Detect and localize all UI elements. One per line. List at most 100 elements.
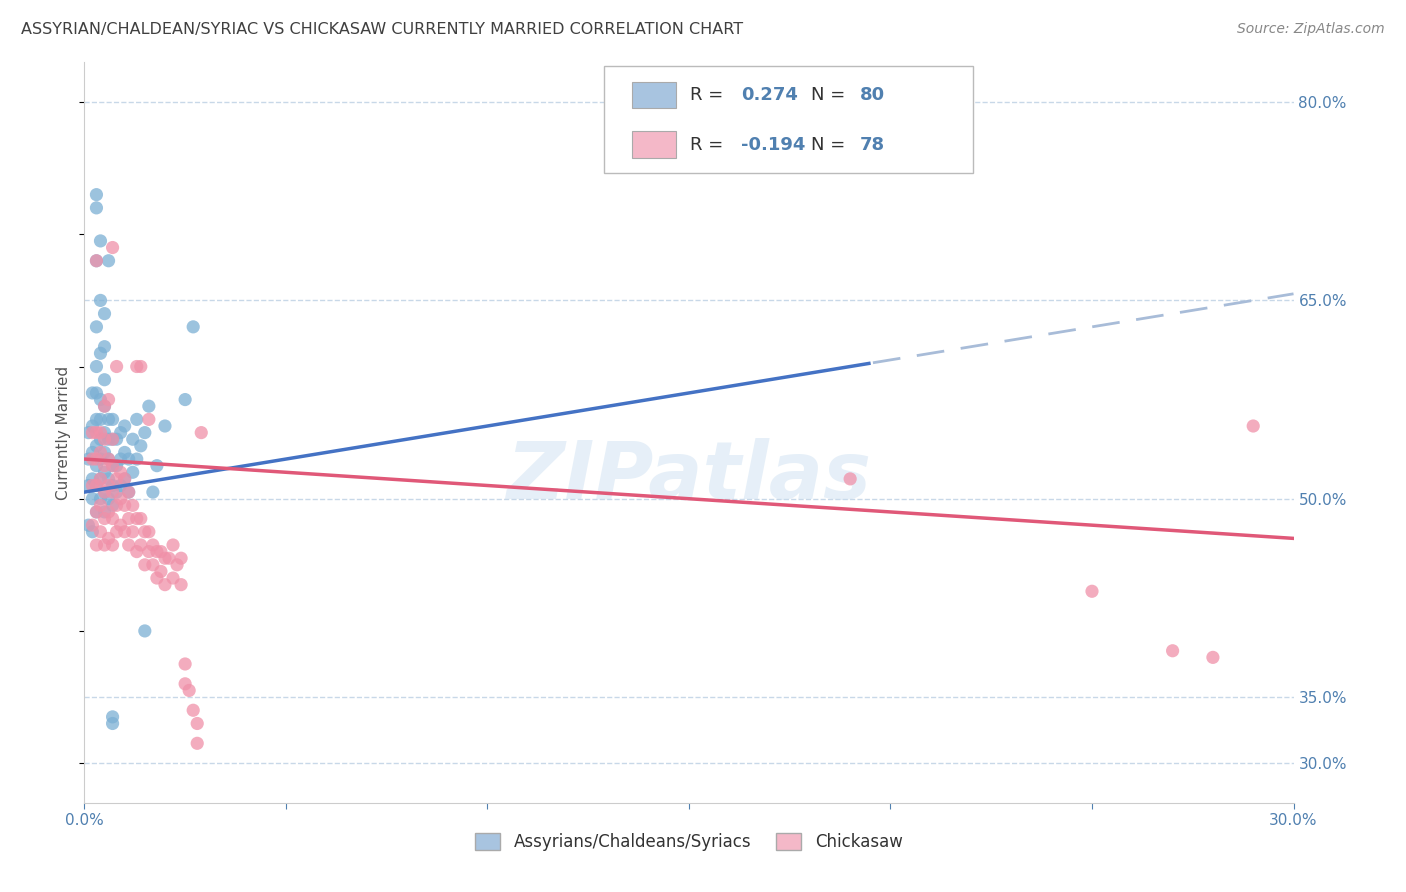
Point	[125, 511, 148, 525]
Point	[105, 499, 128, 513]
Point	[153, 577, 176, 591]
Point	[105, 359, 128, 374]
Point	[82, 478, 104, 492]
Point	[101, 458, 124, 473]
Point	[86, 386, 108, 401]
Point	[86, 359, 108, 374]
Legend: Assyrians/Chaldeans/Syriacs, Chickasaw: Assyrians/Chaldeans/Syriacs, Chickasaw	[468, 826, 910, 857]
FancyBboxPatch shape	[633, 131, 676, 158]
Point	[125, 412, 148, 426]
Point	[110, 452, 132, 467]
Point	[82, 472, 104, 486]
Point	[101, 412, 124, 426]
Point	[118, 452, 141, 467]
Point	[118, 485, 141, 500]
Point	[89, 499, 111, 513]
Point	[839, 472, 862, 486]
Point	[93, 307, 115, 321]
Point	[179, 683, 201, 698]
Point	[93, 485, 115, 500]
Point	[89, 234, 111, 248]
Text: ZIPatlas: ZIPatlas	[506, 438, 872, 516]
Point	[134, 425, 156, 440]
Point	[86, 505, 108, 519]
Point	[89, 472, 111, 486]
Point	[93, 485, 115, 500]
Point	[101, 485, 124, 500]
Point	[101, 716, 124, 731]
Point	[181, 703, 204, 717]
Point	[101, 499, 124, 513]
Point	[170, 577, 193, 591]
Y-axis label: Currently Married: Currently Married	[56, 366, 72, 500]
Point	[105, 458, 128, 473]
Point	[89, 472, 111, 486]
Point	[138, 399, 160, 413]
Text: R =: R =	[690, 86, 730, 103]
Point	[97, 491, 120, 506]
Point	[1202, 650, 1225, 665]
Point	[129, 511, 152, 525]
Point	[153, 419, 176, 434]
Point	[110, 491, 132, 506]
Point	[97, 472, 120, 486]
Point	[190, 425, 212, 440]
Point	[149, 544, 172, 558]
Point	[89, 293, 111, 308]
Point	[77, 478, 100, 492]
Text: N =: N =	[811, 136, 851, 153]
Point	[101, 710, 124, 724]
Point	[86, 187, 108, 202]
Point	[105, 524, 128, 539]
Point	[97, 412, 120, 426]
Point	[97, 532, 120, 546]
Point	[125, 359, 148, 374]
FancyBboxPatch shape	[633, 81, 676, 108]
Point	[105, 485, 128, 500]
Point	[142, 558, 165, 572]
Point	[186, 736, 208, 750]
Point	[125, 452, 148, 467]
Point	[82, 419, 104, 434]
Point	[97, 452, 120, 467]
Text: R =: R =	[690, 136, 730, 153]
Point	[114, 472, 136, 486]
Point	[174, 392, 197, 407]
Point	[86, 439, 108, 453]
Point	[110, 478, 132, 492]
Point	[93, 399, 115, 413]
Text: Source: ZipAtlas.com: Source: ZipAtlas.com	[1237, 22, 1385, 37]
Point	[174, 677, 197, 691]
Point	[125, 544, 148, 558]
Point	[101, 432, 124, 446]
Point	[86, 478, 108, 492]
Point	[118, 511, 141, 525]
Point	[97, 432, 120, 446]
Point	[138, 524, 160, 539]
Point	[77, 425, 100, 440]
Point	[101, 511, 124, 525]
Point	[157, 551, 180, 566]
Text: 78: 78	[859, 136, 884, 153]
Point	[114, 524, 136, 539]
Text: N =: N =	[811, 86, 851, 103]
Point	[134, 624, 156, 638]
Point	[89, 445, 111, 459]
Point	[86, 538, 108, 552]
Point	[97, 478, 120, 492]
Point	[149, 565, 172, 579]
Point	[97, 253, 120, 268]
Point	[181, 319, 204, 334]
Point	[89, 491, 111, 506]
Point	[101, 458, 124, 473]
Point	[134, 524, 156, 539]
Point	[142, 538, 165, 552]
Point	[129, 359, 152, 374]
Point	[1241, 419, 1264, 434]
Point	[93, 425, 115, 440]
Point	[89, 346, 111, 360]
Point	[86, 458, 108, 473]
Point	[134, 558, 156, 572]
Point	[110, 425, 132, 440]
Point	[138, 544, 160, 558]
